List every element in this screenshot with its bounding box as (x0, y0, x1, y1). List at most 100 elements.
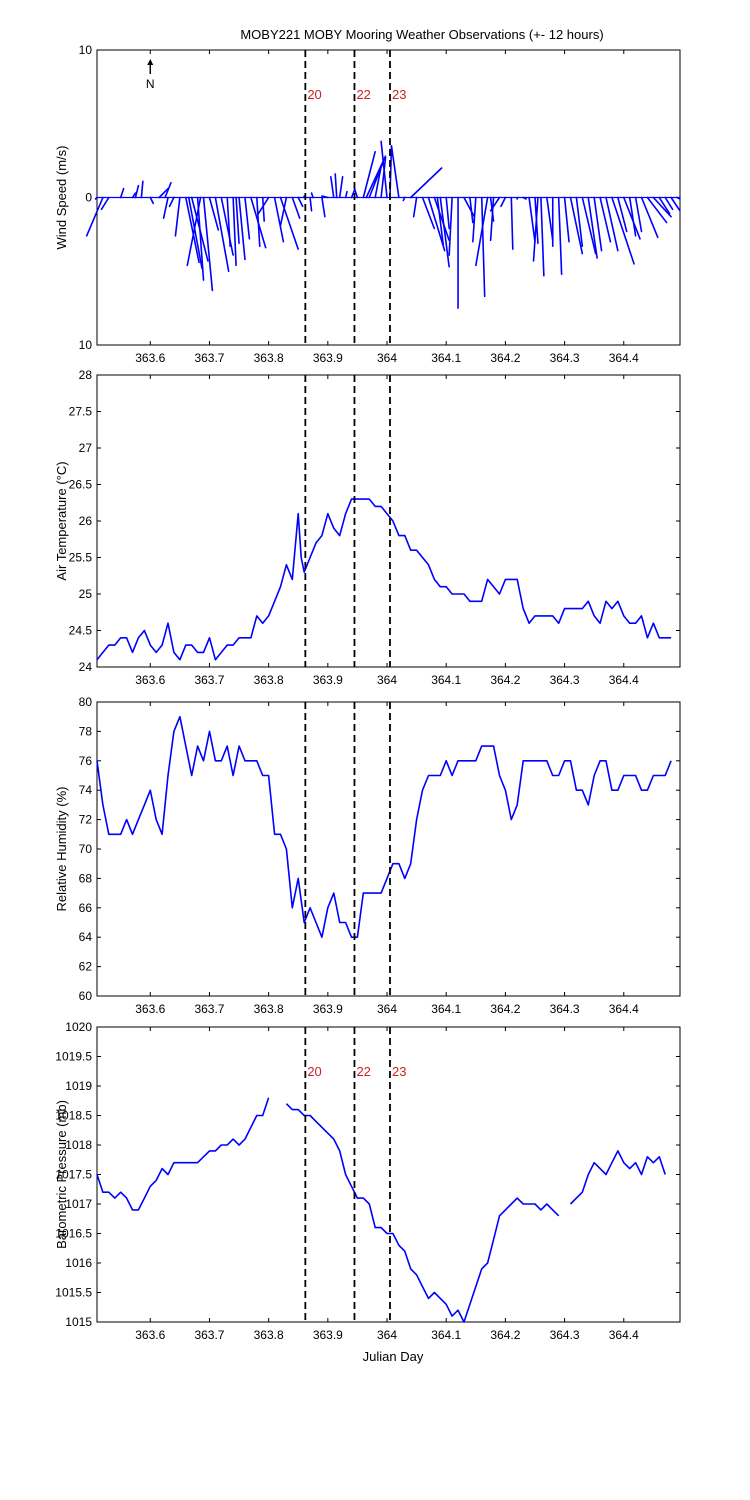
barometric-pressure-y-tick-label: 1019.5 (55, 1050, 92, 1064)
north-label: N (146, 77, 155, 91)
wind-vector (168, 196, 175, 208)
relative-humidity-y-tick-label: 64 (79, 930, 93, 944)
relative-humidity-y-tick-label: 72 (79, 813, 93, 827)
wind-vector (380, 140, 388, 199)
wind-vector (489, 196, 495, 242)
wind-vector (100, 196, 110, 211)
wind-vector (599, 196, 612, 243)
air-temperature-y-tick-label: 26 (79, 514, 93, 528)
wind-vector (238, 196, 246, 261)
wind-vector (235, 196, 240, 245)
air-temperature-y-tick-label: 24 (79, 660, 93, 674)
wind-vector (330, 176, 335, 199)
relative-humidity-x-tick-label: 364.3 (550, 1002, 580, 1016)
relative-humidity-y-tick-label: 78 (79, 724, 93, 738)
wind-vector (374, 165, 382, 199)
wind-vector (390, 145, 400, 199)
wind-vector (232, 196, 237, 267)
chart-title: MOBY221 MOBY Mooring Weather Observation… (240, 27, 603, 42)
barometric-pressure-marker-label: 20 (307, 1064, 321, 1079)
wind-vector (149, 196, 155, 205)
relative-humidity-y-tick-label: 76 (79, 754, 93, 768)
relative-humidity-x-tick-label: 364.4 (609, 1002, 639, 1016)
relative-humidity-y-axis-label: Relative Humidity (%) (54, 787, 69, 912)
wind-vector (350, 189, 356, 199)
wind-vector (563, 196, 570, 243)
wind-vector (652, 196, 672, 218)
wind-vector (273, 196, 285, 243)
barometric-pressure-x-tick-label: 363.9 (313, 1328, 343, 1342)
wind-vector (261, 196, 266, 222)
barometric-pressure-marker-label: 23 (392, 1064, 406, 1079)
relative-humidity-x-tick-label: 364.1 (431, 1002, 461, 1016)
wind-vector (489, 196, 501, 212)
air-temperature-x-tick-label: 364.2 (490, 673, 520, 687)
barometric-pressure-y-tick-label: 1016 (65, 1256, 92, 1270)
wind-vector (433, 196, 450, 242)
wind-vector (628, 196, 637, 237)
wind-vector (569, 196, 584, 255)
wind-vector (593, 196, 603, 252)
wind-vector (617, 196, 628, 233)
wind-vector (472, 196, 477, 243)
barometric-pressure-plot-frame (96, 1026, 681, 1323)
barometric-pressure-series-line (285, 1103, 560, 1323)
relative-humidity-x-tick-label: 363.6 (135, 1002, 165, 1016)
wind-vector (412, 196, 418, 218)
relative-humidity-series-line (96, 715, 672, 939)
air-temperature-y-tick-label: 27.5 (69, 405, 93, 419)
wind-vector (448, 196, 453, 256)
wind-vector (134, 184, 140, 199)
wind-vector (528, 196, 536, 243)
wind-panel: 10 0 10 363.6 363.7 363.8 363.9 364 364.1 364.2 36… (54, 43, 681, 365)
wind-vector (220, 196, 234, 256)
air-temperature-plot-frame (96, 374, 681, 668)
relative-humidity-x-tick-label: 363.7 (194, 1002, 224, 1016)
wind-vector (540, 196, 545, 277)
wind-vector (226, 196, 231, 247)
wind-y-tick-label: 10 (79, 338, 93, 352)
wind-marker-label: 22 (356, 87, 370, 102)
barometric-pressure-y-tick-label: 1018.5 (55, 1109, 92, 1123)
wind-vector (297, 196, 304, 208)
wind-vector (510, 196, 514, 250)
wind-marker-label: 20 (307, 87, 321, 102)
x-axis-label: Julian Day (363, 1349, 424, 1364)
wind-vector (279, 196, 288, 227)
relative-humidity-x-tick-label: 363.8 (254, 1002, 284, 1016)
relative-humidity-y-tick-label: 62 (79, 960, 93, 974)
barometric-pressure-marker-label: 22 (356, 1064, 370, 1079)
wind-x-tick-label: 364 (377, 351, 397, 365)
barometric-pressure-y-tick-label: 1018 (65, 1138, 92, 1152)
wind-vector (338, 176, 344, 199)
wind-vector (409, 167, 443, 199)
wind-vector (421, 196, 436, 230)
air-temperature-x-tick-label: 363.9 (313, 673, 343, 687)
relative-humidity-y-tick-label: 80 (79, 695, 93, 709)
wind-vector (158, 187, 169, 199)
wind-vector (131, 192, 137, 199)
wind-vector (427, 196, 446, 252)
wind-vector (469, 196, 474, 224)
wind-x-tick-label: 364.3 (550, 351, 580, 365)
wind-y-axis-label: Wind Speed (m/s) (54, 145, 69, 249)
wind-vector (640, 196, 659, 239)
wind-vector (334, 173, 338, 199)
wind-vector (676, 196, 681, 200)
air-temperature-x-tick-label: 364.3 (550, 673, 580, 687)
wind-vector (439, 196, 450, 268)
wind-vector (500, 196, 507, 208)
barometric-pressure-x-tick-label: 363.8 (254, 1328, 284, 1342)
wind-x-tick-label: 363.9 (313, 351, 343, 365)
air-temperature-panel: 24 24.5 25 25.5 26 26.5 27 27.5 28 363.6 363.7 363.… (54, 368, 681, 687)
air-temperature-x-tick-label: 364.4 (609, 673, 639, 687)
barometric-pressure-x-tick-label: 364 (377, 1328, 397, 1342)
wind-x-tick-label: 363.8 (254, 351, 284, 365)
relative-humidity-y-tick-label: 68 (79, 871, 93, 885)
wind-vector (310, 192, 314, 199)
wind-vector (605, 196, 619, 252)
barometric-pressure-x-tick-label: 364.2 (490, 1328, 520, 1342)
wind-vector (186, 196, 202, 267)
wind-vector (445, 196, 450, 230)
